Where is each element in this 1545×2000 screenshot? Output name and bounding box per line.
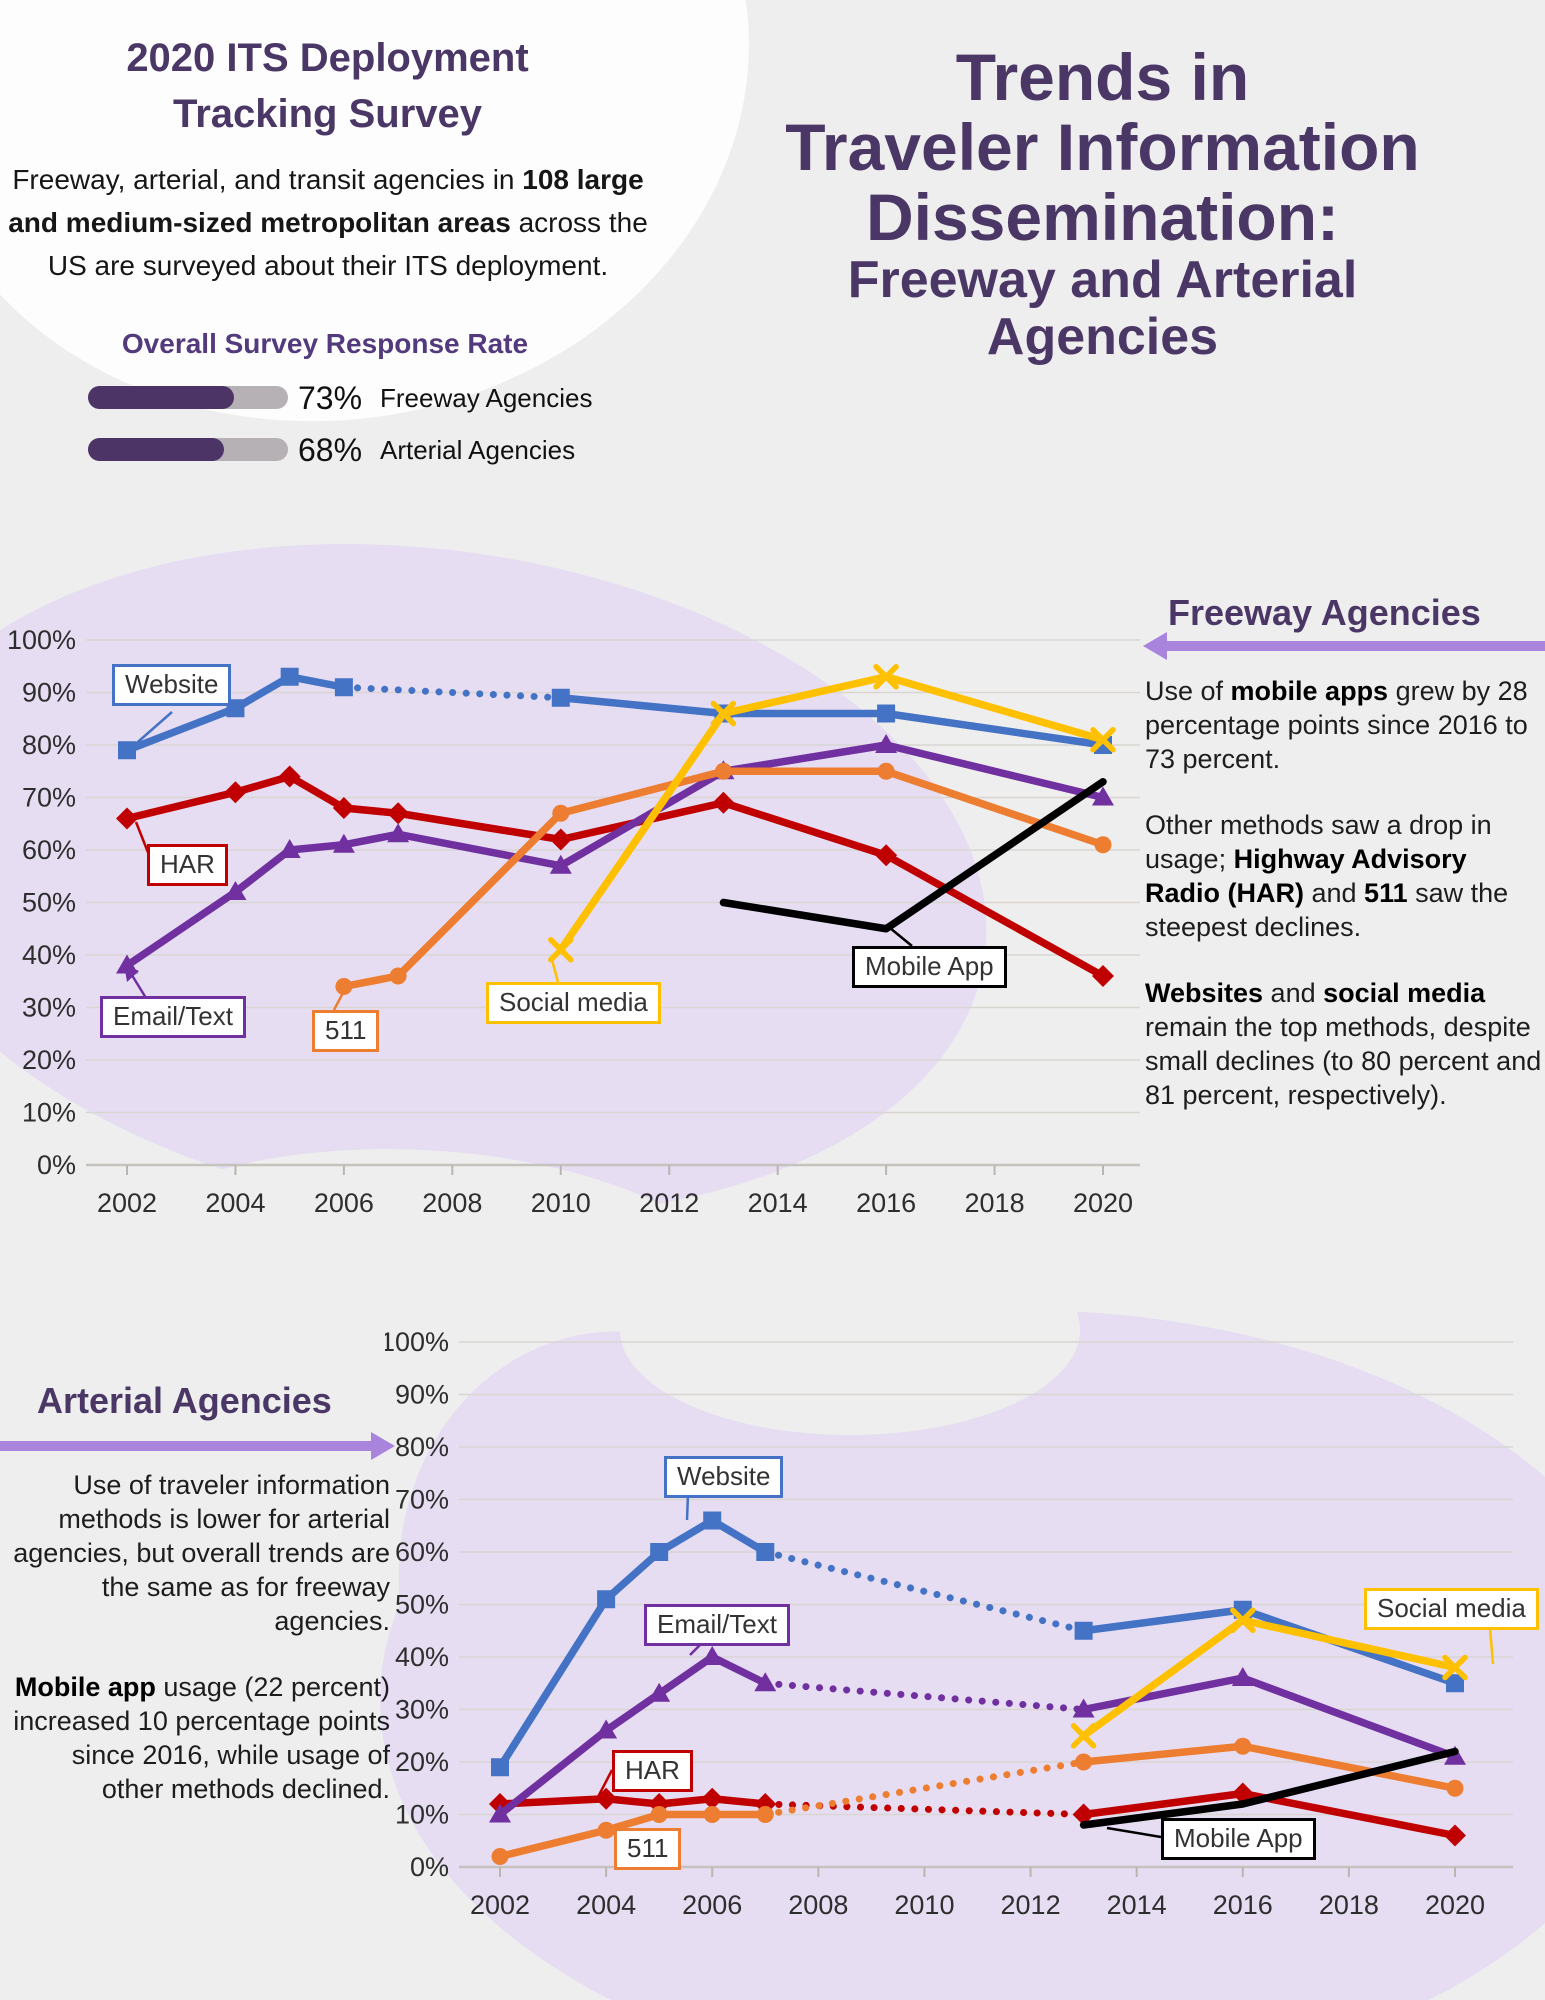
freeway-section-heading: Freeway Agencies [1168, 592, 1481, 633]
svg-text:2010: 2010 [894, 1890, 954, 1920]
arterial-summary-p1: Use of traveler information methods is l… [13, 1470, 390, 1636]
svg-text:2008: 2008 [788, 1890, 848, 1920]
freeway-label-social-media: Social media [486, 982, 661, 1024]
svg-text:2006: 2006 [314, 1188, 374, 1218]
svg-text:2002: 2002 [470, 1890, 530, 1920]
main-subtitle-line1: Freeway and Arterial [847, 251, 1358, 309]
arterial-chart: 0% 10% 20% 30% 40% 50% 60% 70% 80% 90% 100% 2002 200… [380, 1300, 1545, 1945]
svg-text:2020: 2020 [1425, 1890, 1485, 1920]
intro-text: Freeway, arterial, and transit agencies … [8, 164, 648, 281]
arterial-label-social-media: Social media [1364, 1588, 1539, 1630]
svg-text:50%: 50% [395, 1590, 449, 1620]
svg-text:2018: 2018 [1319, 1890, 1379, 1920]
svg-text:2014: 2014 [1107, 1890, 1167, 1920]
svg-text:2012: 2012 [639, 1188, 699, 1218]
bar-label: Arterial Agencies [380, 435, 576, 465]
svg-text:20%: 20% [22, 1045, 76, 1075]
arterial-gray-notch [620, 1225, 1080, 1435]
response-rate-heading: Overall Survey Response Rate [121, 328, 529, 359]
svg-text:2008: 2008 [422, 1188, 482, 1218]
arterial-label-mobile-app: Mobile App [1161, 1818, 1316, 1860]
svg-text:40%: 40% [22, 940, 76, 970]
svg-text:60%: 60% [22, 835, 76, 865]
arterial-label-511: 511 [614, 1828, 682, 1870]
freeway-chart: 0% 10% 20% 30% 40% 50% 60% 70% 80% 90% 100% 2002 200… [0, 598, 1160, 1243]
page-title: 2020 ITS Deployment Tracking Survey [10, 30, 645, 142]
freeway-label-mobile-app: Mobile App [852, 946, 1007, 988]
main-subtitle-line2: Agencies [986, 308, 1219, 366]
svg-text:2002: 2002 [97, 1188, 157, 1218]
svg-text:40%: 40% [395, 1642, 449, 1672]
svg-text:100%: 100% [7, 625, 76, 655]
response-bar-freeway: 73% Freeway Agencies [88, 380, 688, 416]
arterial-summary-p2: Mobile app usage (22 percent) increased … [13, 1672, 390, 1804]
arterial-summary: Use of traveler information methods is l… [12, 1468, 390, 1838]
svg-text:2006: 2006 [682, 1890, 742, 1920]
bar-fill [88, 438, 224, 461]
arterial-label-website: Website [664, 1456, 784, 1498]
svg-text:30%: 30% [22, 993, 76, 1023]
svg-text:2004: 2004 [576, 1890, 636, 1920]
svg-text:10%: 10% [22, 1098, 76, 1128]
svg-text:2014: 2014 [748, 1188, 808, 1218]
svg-text:70%: 70% [22, 783, 76, 813]
main-subtitle: Freeway and Arterial Agencies [665, 252, 1540, 366]
main-title-line2: Traveler Information [785, 110, 1420, 184]
main-title-line1: Trends in [955, 40, 1250, 114]
svg-text:70%: 70% [395, 1485, 449, 1515]
freeway-label-website: Website [112, 664, 232, 706]
bar-percent: 68% [298, 432, 363, 468]
svg-text:10%: 10% [395, 1800, 449, 1830]
bar-label: Freeway Agencies [380, 383, 593, 413]
arterial-label-email-text: Email/Text [644, 1604, 790, 1646]
svg-text:50%: 50% [22, 888, 76, 918]
right-arrow-icon [0, 1432, 395, 1460]
svg-text:30%: 30% [395, 1695, 449, 1725]
arterial-label-har: HAR [612, 1750, 693, 1792]
freeway-summary-p2: Other methods saw a drop in usage; Highw… [1145, 810, 1509, 942]
svg-text:80%: 80% [22, 730, 76, 760]
svg-text:2012: 2012 [1001, 1890, 1061, 1920]
freeway-summary-p1: Use of mobile apps grew by 28 percentage… [1145, 676, 1528, 774]
svg-text:90%: 90% [22, 678, 76, 708]
bar-fill [88, 386, 234, 409]
svg-text:2020: 2020 [1073, 1188, 1133, 1218]
svg-text:60%: 60% [395, 1537, 449, 1567]
freeway-label-511: 511 [312, 1010, 380, 1052]
svg-text:20%: 20% [395, 1747, 449, 1777]
svg-text:2004: 2004 [205, 1188, 265, 1218]
page-title-line2: Tracking Survey [172, 92, 483, 136]
main-title-line3: Dissemination: [865, 180, 1340, 254]
freeway-label-har: HAR [147, 844, 228, 886]
freeway-chart-svg: 0% 10% 20% 30% 40% 50% 60% 70% 80% 90% 100% 2002 200… [7, 625, 1140, 1218]
left-arrow-icon [1143, 632, 1545, 660]
svg-text:0%: 0% [37, 1150, 76, 1180]
page-title-line1: 2020 ITS Deployment [126, 36, 529, 80]
svg-text:2010: 2010 [531, 1188, 591, 1218]
svg-text:90%: 90% [395, 1380, 449, 1410]
main-title: Trends in Traveler Information Dissemina… [665, 42, 1540, 252]
svg-text:100%: 100% [385, 1327, 449, 1357]
arterial-section-heading: Arterial Agencies [37, 1380, 332, 1421]
arterial-chart-svg: 0% 10% 20% 30% 40% 50% 60% 70% 80% 90% 100% 2002 200… [380, 1327, 1513, 1920]
svg-text:2018: 2018 [965, 1188, 1025, 1218]
freeway-summary: Use of mobile apps grew by 28 percentage… [1145, 674, 1543, 1144]
svg-text:2016: 2016 [1213, 1890, 1273, 1920]
freeway-summary-p3: Websites and social media remain the top… [1145, 978, 1542, 1110]
svg-text:80%: 80% [395, 1432, 449, 1462]
freeway-label-email-text: Email/Text [100, 996, 246, 1038]
svg-text:0%: 0% [410, 1852, 449, 1882]
response-bar-arterial: 68% Arterial Agencies [88, 432, 688, 468]
bar-percent: 73% [298, 380, 363, 416]
svg-text:2016: 2016 [856, 1188, 916, 1218]
